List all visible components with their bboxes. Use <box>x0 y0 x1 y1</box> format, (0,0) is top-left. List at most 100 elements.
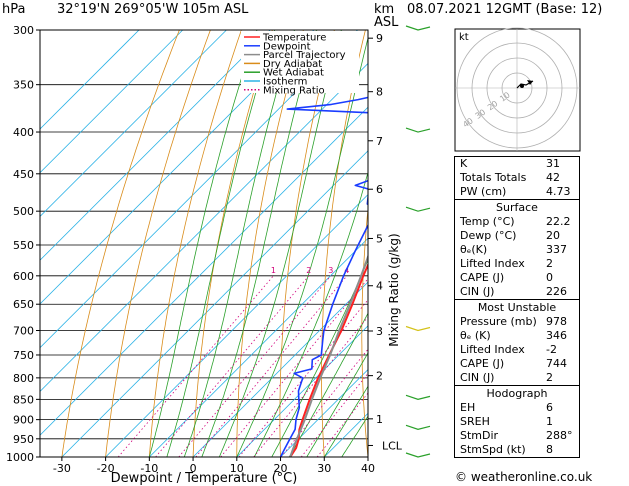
dry-adiabat-line <box>105 30 211 457</box>
isotherm-line <box>149 237 368 457</box>
pressure-tick-label: 1000 <box>6 451 34 464</box>
hodograph-value: 1 <box>546 415 553 428</box>
most-unstable-value: 346 <box>546 329 567 342</box>
lcl-label: LCL <box>382 439 403 452</box>
surface-value: 337 <box>546 243 567 256</box>
indices-table: K 31 Totals Totals 42 PW (cm) 4.73 Surface Te… <box>454 156 580 458</box>
most-unstable-label: CAPE (J) <box>460 357 505 370</box>
legend-label: Dry Adiabat <box>263 59 322 70</box>
isotherm-line <box>40 30 184 174</box>
hodograph-value: 288° <box>546 429 573 442</box>
isotherm-line <box>236 325 368 457</box>
surface-value: 22.2 <box>546 215 571 228</box>
hodograph-value: 6 <box>546 401 553 414</box>
wind-barb-icon <box>405 394 431 400</box>
storm-motion-marker <box>520 84 524 88</box>
index-row: PW (cm) 4.73 <box>455 185 579 199</box>
wet-adiabat-line <box>218 30 342 457</box>
most-unstable-value: 978 <box>546 315 567 328</box>
isotherm-line <box>40 30 227 218</box>
x-tick-label: 30 <box>317 462 331 475</box>
km-tick-label: 3 <box>376 325 383 338</box>
wet-adiabat-line <box>288 312 368 457</box>
dry-adiabat-line <box>361 205 368 457</box>
pressure-tick-label: 700 <box>13 325 34 338</box>
pressure-tick-label: 600 <box>13 270 34 283</box>
wet-adiabat-line <box>148 30 258 457</box>
wet-adiabat-line <box>253 170 368 457</box>
surface-row: Temp (°C) 22.2 <box>455 215 579 229</box>
km-tick-label: 8 <box>376 86 383 99</box>
x-tick-label: 0 <box>190 462 197 475</box>
hodograph-row: EH 6 <box>455 401 579 415</box>
hodograph-section-title: Hodograph <box>486 387 548 400</box>
surface-label: Dewp (°C) <box>460 229 517 242</box>
index-label: K <box>460 157 468 170</box>
mixing-ratio-label: 2 <box>306 266 311 275</box>
index-value: 31 <box>546 157 560 170</box>
most-unstable-section-title: Most Unstable <box>477 301 557 314</box>
km-tick-label: 6 <box>376 183 383 196</box>
index-row: Totals Totals 42 <box>455 171 579 185</box>
most-unstable-label: Lifted Index <box>460 343 525 356</box>
pressure-tick-label: 450 <box>13 168 34 181</box>
surface-row: CAPE (J) 0 <box>455 271 579 285</box>
surface-label: θₑ(K) <box>460 243 488 256</box>
dry-adiabat-line <box>612 30 629 457</box>
wind-barb-icon <box>405 127 431 133</box>
mixing-ratio-label: 15 <box>422 266 432 275</box>
pressure-tick-label: 900 <box>13 414 34 427</box>
surface-label: Lifted Index <box>460 257 525 270</box>
mixing-ratio-line <box>195 275 348 457</box>
legend-label: Parcel Trajectory <box>263 50 346 61</box>
hodograph-label: SREH <box>460 415 490 428</box>
index-value: 42 <box>546 171 560 184</box>
most-unstable-row: Pressure (mb) 978 <box>455 315 579 329</box>
x-tick-label: 20 <box>274 462 288 475</box>
hodograph-value: 8 <box>546 443 553 456</box>
mixing-ratio-line <box>238 299 368 457</box>
mixing-ratio-label: 3 <box>328 266 333 275</box>
surface-label: CIN (J) <box>460 285 495 298</box>
km-axis-unit: km <box>374 2 395 17</box>
surface-row: Lifted Index 2 <box>455 257 579 271</box>
isotherm-line <box>40 30 271 261</box>
legend-label: Isotherm <box>263 77 307 88</box>
isotherm-line <box>192 281 368 457</box>
x-axis-title: Dewpoint / Temperature (°C) <box>111 471 298 486</box>
dewpoint-profile-line <box>279 96 368 457</box>
mixing-ratio-label: 1 <box>271 266 276 275</box>
wet-adiabat-line <box>306 352 368 457</box>
surface-label: Temp (°C) <box>460 215 515 228</box>
most-unstable-value: -2 <box>546 343 557 356</box>
wind-barb-icon <box>405 424 431 430</box>
index-label: Totals Totals <box>460 171 527 184</box>
dry-adiabat-line <box>61 30 180 457</box>
mixing-ratio-line <box>178 275 332 457</box>
hodograph-label: EH <box>460 401 476 414</box>
pressure-tick-label: 950 <box>13 433 34 446</box>
x-tick-label: 10 <box>230 462 244 475</box>
mixing-ratio-axis-title: Mixing Ratio (g/kg) <box>387 233 401 346</box>
most-unstable-label: Pressure (mb) <box>460 315 537 328</box>
most-unstable-row: CIN (J) 2 <box>455 371 579 385</box>
dry-adiabat-line <box>579 30 629 457</box>
hodograph-arrow-icon <box>527 80 533 85</box>
plot-frame <box>39 29 369 458</box>
most-unstable-value: 2 <box>546 371 553 384</box>
wet-adiabat-line <box>271 258 368 457</box>
hodograph-label: StmDir <box>460 429 499 442</box>
most-unstable-value: 744 <box>546 357 567 370</box>
dry-adiabat-line <box>148 30 242 457</box>
surface-row: θₑ(K) 337 <box>455 243 579 257</box>
isotherm-line <box>105 194 368 457</box>
most-unstable-label: θₑ (K) <box>460 329 491 342</box>
wind-barb-icon <box>405 25 431 31</box>
x-tick-label: -20 <box>97 462 115 475</box>
isotherm-line <box>61 150 368 457</box>
pressure-tick-label: 550 <box>13 239 34 252</box>
wind-barb-icon <box>405 206 431 212</box>
wind-barb-icon <box>405 325 431 332</box>
legend-label: Mixing Ratio <box>263 85 325 96</box>
